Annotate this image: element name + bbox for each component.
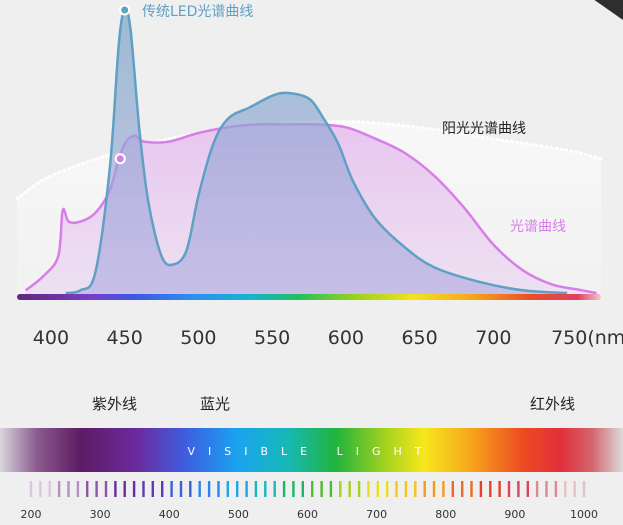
scale-tick-mark — [114, 481, 117, 497]
x-tick-label: 650 — [401, 327, 437, 349]
scale-tick-mark — [339, 481, 342, 497]
scale-tick-mark — [395, 481, 398, 497]
scale-tick-mark — [207, 481, 211, 497]
scale-tick-label: 600 — [297, 508, 318, 521]
scale-tick-mark — [301, 481, 304, 497]
x-tick-label: 550 — [254, 327, 290, 349]
scale-tick-mark — [573, 481, 576, 497]
scale-tick-label: 300 — [90, 508, 111, 521]
highlight-marker — [119, 4, 131, 16]
x-axis-ticks: 400 450 500 550 600 650 700 750(nm) — [33, 327, 623, 349]
spectrum-color-bar — [17, 294, 601, 300]
scale-tick-mark — [470, 481, 473, 497]
scale-tick-label: 1000 — [570, 508, 598, 521]
scale-tick-mark — [198, 481, 201, 497]
wavelength-scale: 200 300 400 500 600 700 800 900 1000 — [21, 481, 598, 521]
scale-tick-mark — [423, 481, 426, 497]
scale-tick-label: 900 — [504, 508, 525, 521]
infrared-label: 红外线 — [530, 395, 575, 413]
scale-tick-mark — [292, 481, 295, 497]
led-curve-line — [65, 8, 568, 295]
plot-area — [15, 4, 603, 297]
scale-tick-mark — [142, 481, 145, 497]
scale-tick-mark — [282, 481, 286, 497]
scale-tick-mark — [86, 481, 89, 497]
scale-tick-mark — [329, 481, 333, 497]
scale-tick-mark — [386, 481, 389, 497]
scale-tick-mark — [67, 481, 70, 497]
scale-tick-mark — [273, 481, 276, 497]
scale-tick-mark — [95, 481, 98, 497]
scale-tick-mark — [189, 481, 192, 497]
ultraviolet-label: 紫外线 — [92, 395, 137, 413]
scale-tick-mark — [535, 481, 539, 497]
scale-tick-mark — [179, 481, 183, 497]
scale-tick-mark — [498, 481, 501, 497]
scale-tick-mark — [461, 481, 464, 497]
scale-tick-mark — [348, 481, 351, 497]
scale-tick-mark — [554, 481, 558, 497]
scale-tick-mark — [132, 481, 136, 497]
scale-tick-mark — [76, 481, 80, 497]
scale-tick-label: 200 — [21, 508, 42, 521]
scale-tick-mark — [582, 481, 586, 497]
scale-tick-mark — [564, 481, 567, 497]
scale-tick-mark — [170, 481, 173, 497]
spectrum-curve-line — [25, 122, 597, 295]
scale-tick-mark — [414, 481, 417, 497]
scale-tick-mark — [442, 481, 445, 497]
x-tick-label: 400 — [33, 327, 69, 349]
scale-tick-mark — [39, 481, 42, 497]
scale-tick-label: 800 — [435, 508, 456, 521]
scale-tick-mark — [254, 481, 258, 497]
scale-tick-mark — [432, 481, 436, 497]
scale-tick-mark — [507, 481, 511, 497]
x-tick-label: 750(nm) — [551, 327, 623, 349]
scale-tick-mark — [311, 481, 314, 497]
scale-tick-mark — [123, 481, 126, 497]
x-tick-label: 500 — [180, 327, 216, 349]
led-curve-area — [65, 9, 568, 297]
led-curve-label: 传统LED光谱曲线 — [142, 4, 253, 20]
scale-tick-mark — [29, 481, 33, 497]
visible-light-band — [0, 428, 623, 472]
scale-tick-mark — [489, 481, 492, 497]
scale-tick-mark — [526, 481, 529, 497]
scale-tick-mark — [57, 481, 61, 497]
scale-tick-mark — [376, 481, 379, 497]
scale-tick-mark — [479, 481, 483, 497]
x-tick-label: 450 — [107, 327, 143, 349]
scale-tick-label: 400 — [159, 508, 180, 521]
blue-light-label: 蓝光 — [200, 395, 230, 413]
scale-tick-mark — [404, 481, 408, 497]
x-tick-label: 700 — [475, 327, 511, 349]
scale-tick-mark — [451, 481, 454, 497]
x-tick-label: 600 — [328, 327, 364, 349]
scale-tick-mark — [104, 481, 108, 497]
scale-tick-mark — [367, 481, 370, 497]
scale-tick-mark — [245, 481, 248, 497]
scale-tick-mark — [545, 481, 548, 497]
scale-tick-mark — [151, 481, 154, 497]
scale-tick-mark — [48, 481, 51, 497]
spectrum-curve-label: 光谱曲线 — [510, 219, 566, 235]
highlight-marker — [114, 153, 126, 165]
sun-curve-label: 阳光光谱曲线 — [442, 121, 526, 137]
scale-tick-label: 700 — [366, 508, 387, 521]
scale-tick-mark — [161, 481, 164, 497]
scale-tick-mark — [226, 481, 229, 497]
scale-tick-mark — [217, 481, 220, 497]
scale-tick-mark — [264, 481, 267, 497]
scale-tick-mark — [517, 481, 520, 497]
scale-tick-mark — [236, 481, 239, 497]
scale-tick-label: 500 — [228, 508, 249, 521]
scale-tick-mark — [320, 481, 323, 497]
scale-tick-mark — [357, 481, 361, 497]
visible-light-text: VISIBLE LIGHT — [187, 445, 434, 458]
